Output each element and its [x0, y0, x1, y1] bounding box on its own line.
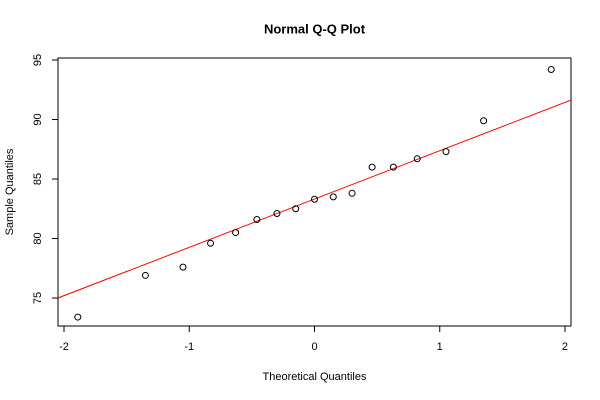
y-tick-label: 95	[32, 54, 44, 66]
point	[413, 155, 421, 163]
x-tick-label: 1	[437, 341, 443, 353]
point	[547, 66, 555, 74]
y-tick-label: 90	[32, 113, 44, 125]
point	[480, 117, 488, 125]
point	[74, 313, 82, 321]
point	[329, 193, 337, 201]
y-tick-label: 80	[32, 232, 44, 244]
point	[141, 271, 149, 279]
point	[273, 210, 281, 218]
point	[389, 163, 397, 171]
y-tick-label: 75	[32, 292, 44, 304]
x-axis-label: Theoretical Quantiles	[263, 371, 367, 383]
point	[442, 148, 450, 156]
y-tick-label: 85	[32, 173, 44, 185]
point	[179, 263, 187, 271]
point	[348, 189, 356, 197]
x-tick-label: -1	[184, 341, 194, 353]
x-tick-label: 0	[311, 341, 317, 353]
plot-frame	[57, 57, 572, 327]
point	[232, 229, 240, 237]
x-tick-label: -2	[59, 341, 69, 353]
y-axis-label: Sample Quantiles	[4, 148, 16, 235]
x-tick-label: 2	[562, 341, 568, 353]
chart-title: Normal Q-Q Plot	[264, 21, 366, 36]
reference-line	[58, 99, 571, 299]
point	[207, 239, 215, 247]
point	[292, 205, 300, 213]
point	[311, 195, 318, 203]
point	[368, 163, 376, 171]
point	[253, 215, 261, 223]
